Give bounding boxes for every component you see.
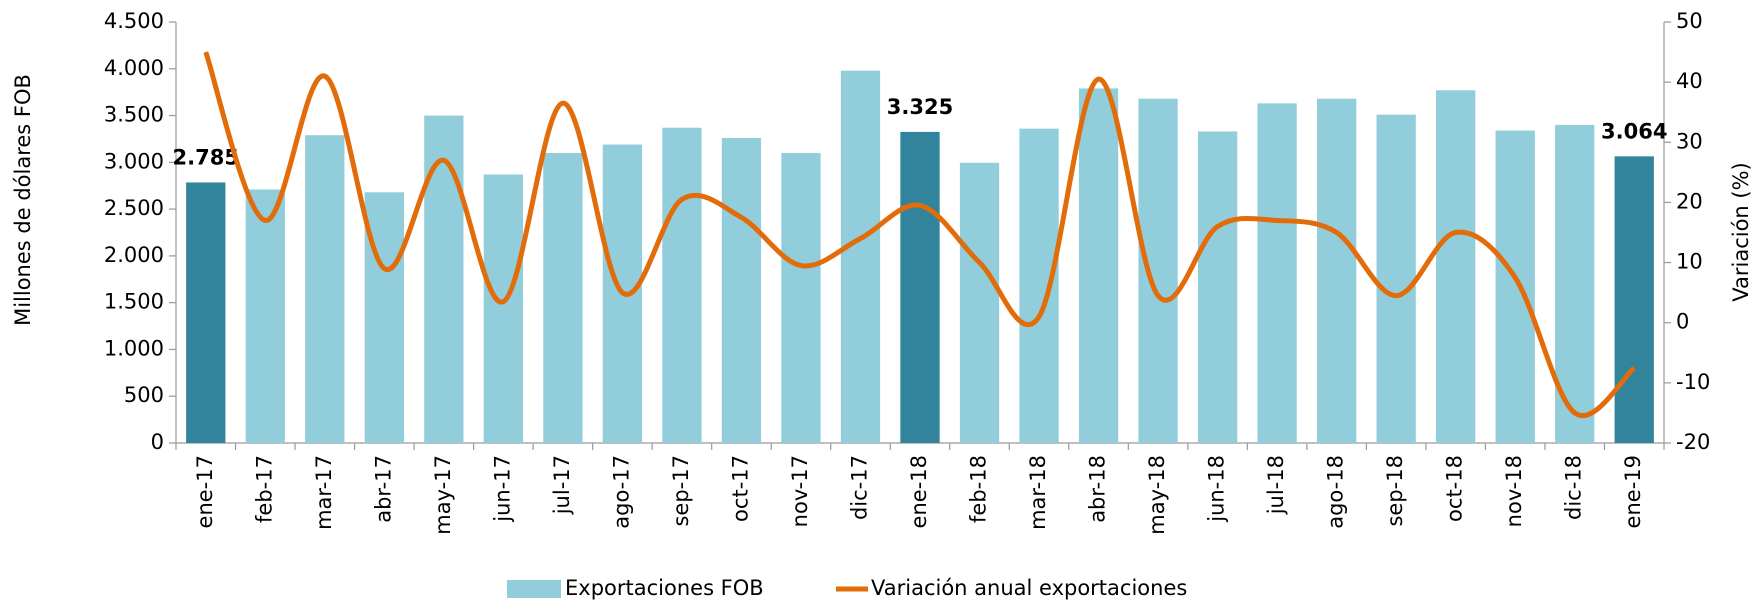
- bar: [721, 138, 762, 443]
- bar: [1019, 128, 1059, 444]
- x-tick-label: oct-17: [728, 455, 752, 522]
- bar: [1197, 131, 1238, 443]
- y-tick-label: 4.000: [104, 56, 164, 80]
- y2-tick-label: -20: [1676, 430, 1710, 454]
- y2-tick-label: 0: [1676, 310, 1689, 334]
- x-tick-label: jun-18: [1205, 455, 1229, 523]
- bar: [543, 152, 583, 443]
- y-tick-label: 0: [151, 430, 164, 454]
- x-tick-label: dic-18: [1562, 455, 1586, 520]
- bar: [1614, 156, 1654, 444]
- value-label: 2.785: [173, 145, 239, 169]
- bar: [483, 174, 524, 444]
- bar: [959, 162, 1000, 443]
- y-tick-label: 1.500: [104, 290, 164, 314]
- value-label: 3.064: [1601, 119, 1667, 143]
- x-tick-label: sep-18: [1383, 455, 1407, 527]
- bar: [1495, 130, 1535, 443]
- bar: [662, 127, 702, 444]
- x-tick-label: nov-18: [1502, 455, 1526, 527]
- y2-tick-label: 10: [1676, 250, 1703, 274]
- x-tick-label: dic-17: [847, 455, 871, 520]
- bar: [424, 115, 464, 444]
- y-tick-label: 1.000: [104, 336, 164, 360]
- bar: [1138, 98, 1178, 444]
- y-tick-label: 2.500: [104, 196, 164, 220]
- x-tick-label: may-17: [431, 455, 455, 535]
- bar: [1436, 90, 1476, 443]
- bar: [1316, 98, 1357, 444]
- x-tick-label: ene-18: [907, 455, 931, 528]
- y-axis-title: Millones de dólares FOB: [11, 74, 35, 326]
- bar: [781, 152, 821, 443]
- legend-swatch: [507, 580, 561, 598]
- y-tick-label: 4.500: [104, 9, 164, 33]
- y-tick-label: 3.000: [104, 149, 164, 173]
- y2-tick-label: -10: [1676, 370, 1710, 394]
- bar: [305, 135, 345, 444]
- bar: [186, 182, 226, 443]
- x-tick-label: jul-17: [550, 455, 574, 515]
- x-tick-label: nov-17: [788, 455, 812, 527]
- y-tick-label: 500: [124, 383, 164, 407]
- x-tick-label: may-18: [1145, 455, 1169, 535]
- y2-tick-label: 20: [1676, 189, 1703, 213]
- value-label: 3.325: [887, 95, 953, 119]
- y2-tick-label: 50: [1676, 9, 1703, 33]
- x-tick-label: abr-18: [1086, 455, 1110, 523]
- bar: [1078, 88, 1119, 444]
- bar: [245, 189, 285, 443]
- x-tick-label: ago-17: [609, 455, 633, 529]
- y2-tick-label: 30: [1676, 129, 1703, 153]
- bar: [1376, 114, 1416, 444]
- x-tick-label: mar-17: [312, 455, 336, 530]
- x-tick-label: jun-17: [490, 455, 514, 523]
- x-tick-label: ene-19: [1621, 455, 1645, 528]
- x-tick-label: feb-18: [967, 455, 991, 523]
- x-tick-label: abr-17: [371, 455, 395, 523]
- bar: [840, 70, 881, 443]
- y2-tick-label: 40: [1676, 69, 1703, 93]
- y-tick-label: 2.000: [104, 243, 164, 267]
- bar: [1257, 103, 1297, 443]
- line: [203, 51, 1636, 419]
- x-tick-label: feb-17: [252, 455, 276, 523]
- legend-label: Exportaciones FOB: [565, 576, 764, 600]
- x-tick-label: ene-17: [193, 455, 217, 528]
- x-tick-label: jul-18: [1264, 455, 1288, 515]
- x-tick-label: ago-18: [1324, 455, 1348, 529]
- x-tick-label: sep-17: [669, 455, 693, 527]
- x-tick-label: mar-18: [1026, 455, 1050, 530]
- y2-axis-title: Variación (%): [1729, 162, 1753, 302]
- bar: [900, 131, 940, 443]
- legend-label: Variación anual exportaciones: [871, 576, 1187, 600]
- y-tick-label: 3.500: [104, 103, 164, 127]
- x-tick-label: oct-18: [1443, 455, 1467, 522]
